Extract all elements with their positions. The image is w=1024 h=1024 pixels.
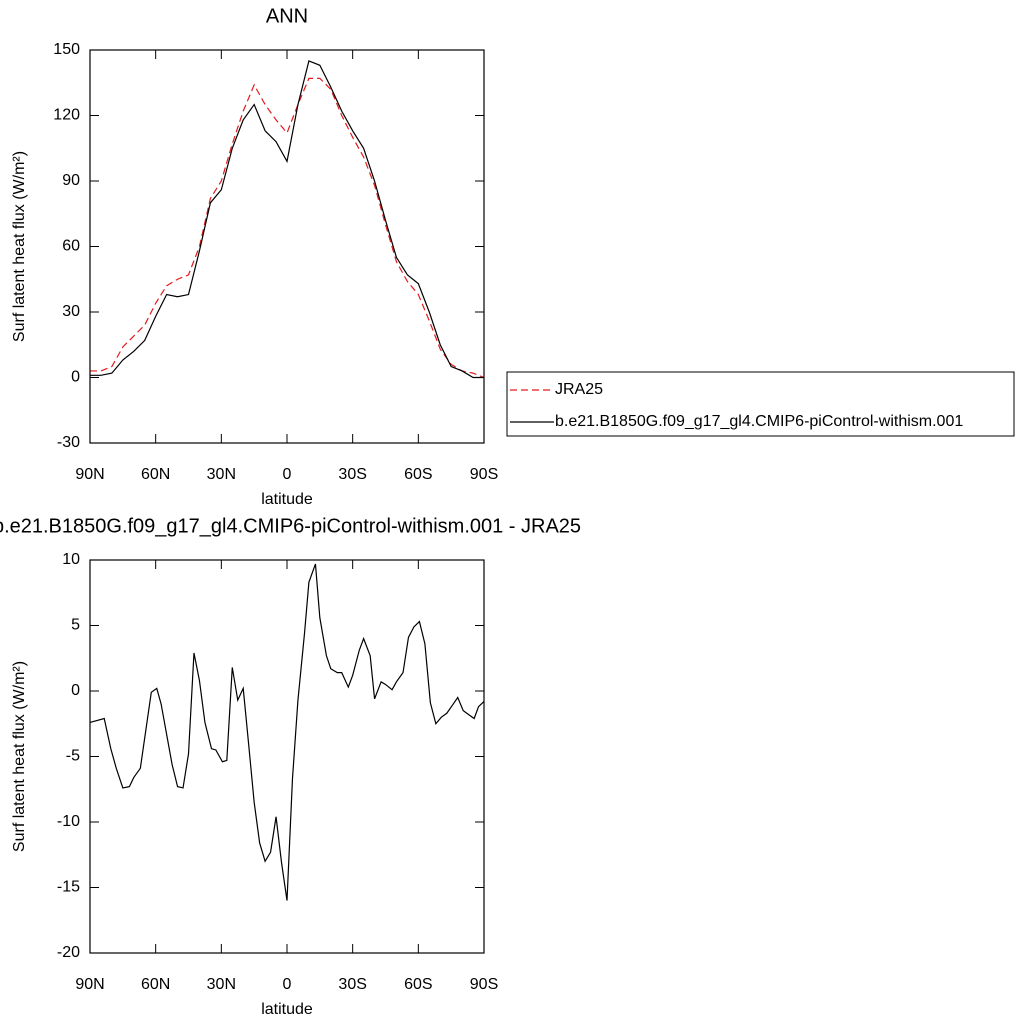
- y-tick-label: 30: [62, 303, 80, 320]
- data-line: [89, 563, 485, 901]
- y-tick-label: 120: [53, 107, 80, 124]
- x-tick-label: 60S: [404, 976, 432, 993]
- y-axis-label: Surf latent heat flux (W/m²): [11, 661, 28, 852]
- y-tick-label: 90: [62, 172, 80, 189]
- y-tick-label: -10: [57, 813, 80, 830]
- y-tick-label: -15: [57, 879, 80, 896]
- x-tick-label: 90N: [75, 466, 104, 483]
- legend-box: [506, 371, 1015, 437]
- y-tick-label: -30: [57, 434, 80, 451]
- data-line: [90, 60, 484, 379]
- y-tick-label: 150: [53, 41, 80, 58]
- y-tick-label: 0: [71, 369, 80, 386]
- x-tick-label: 90S: [470, 466, 498, 483]
- x-axis-label: latitude: [261, 491, 313, 508]
- y-tick-label: 5: [71, 617, 80, 634]
- plot-frame: [89, 559, 485, 954]
- x-tick-label: 60N: [141, 976, 170, 993]
- x-axis-label: latitude: [261, 1001, 313, 1018]
- y-tick-label: -5: [66, 748, 80, 765]
- chart-title: ANN: [266, 5, 308, 27]
- y-tick-label: 60: [62, 238, 80, 255]
- x-tick-label: 30S: [338, 466, 366, 483]
- x-tick-label: 60S: [404, 466, 432, 483]
- x-tick-label: 90N: [75, 976, 104, 993]
- y-axis-label: Surf latent heat flux (W/m²): [11, 151, 28, 342]
- legend-label: JRA25: [555, 381, 603, 398]
- x-tick-label: 0: [283, 466, 292, 483]
- x-tick-label: 30N: [207, 466, 236, 483]
- x-tick-label: 0: [283, 976, 292, 993]
- x-tick-label: 90S: [470, 976, 498, 993]
- y-tick-label: 0: [71, 682, 80, 699]
- x-tick-label: 30S: [338, 976, 366, 993]
- x-tick-label: 60N: [141, 466, 170, 483]
- y-tick-label: -20: [57, 944, 80, 961]
- y-tick-label: 10: [62, 551, 80, 568]
- plot-frame: [89, 49, 485, 444]
- legend-label: b.e21.B1850G.f09_g17_gl4.CMIP6-piControl…: [555, 413, 963, 430]
- data-line: [90, 77, 485, 379]
- chart-title: b.e21.B1850G.f09_g17_gl4.CMIP6-piControl…: [0, 515, 581, 537]
- x-tick-label: 30N: [207, 976, 236, 993]
